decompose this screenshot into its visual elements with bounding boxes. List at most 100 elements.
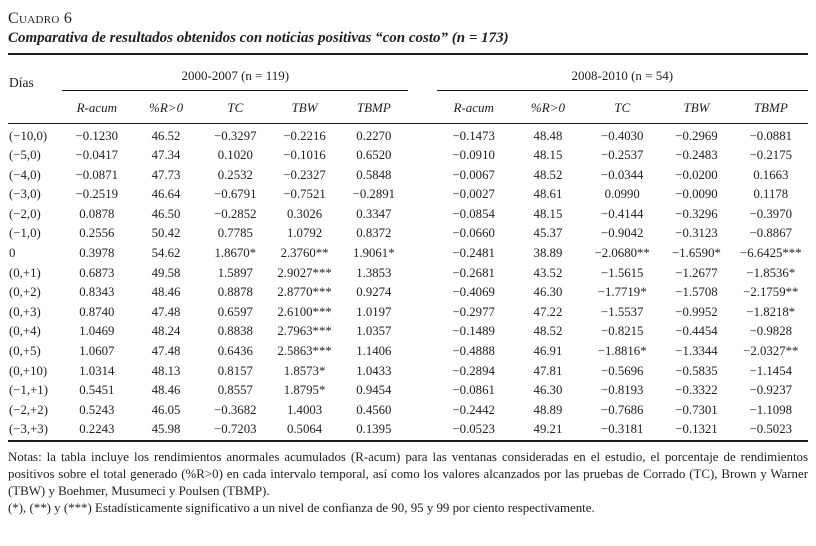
value-cell: −0.7203 — [200, 419, 270, 443]
value-cell: 45.37 — [533, 226, 563, 241]
col-header-racum-1: R-acum — [62, 90, 132, 124]
value-cell: 0.8878 — [217, 285, 253, 300]
col-header-tc-2: TC — [585, 90, 660, 124]
value-cell: 48.89 — [533, 402, 563, 417]
gap-cell — [408, 400, 436, 420]
value-cell: −0.6791 — [214, 187, 257, 202]
value-cell: −1.7719* — [597, 285, 647, 300]
value-cell: 48.15 — [533, 148, 563, 163]
table-title: Comparativa de resultados obtenidos con … — [8, 30, 509, 46]
table-row: (0,+2) 0.8343 48.46 0.8878 2.8770*** 0.9274 −0… — [8, 282, 808, 302]
value-cell: −1.5615 — [601, 265, 644, 280]
col-header-pctr-2: %R>0 — [510, 90, 586, 124]
value-cell: −1.3344 — [675, 344, 718, 359]
value-cell: −1.6590* — [672, 246, 721, 261]
table-row: (0,+3) 0.8740 47.48 0.6597 2.6100*** 1.0197 −0… — [8, 302, 808, 322]
row-label: (−2,+2) — [9, 402, 48, 417]
value-cell: 49.58 — [151, 265, 181, 280]
value-cell: 1.0607 — [79, 344, 115, 359]
value-cell: −0.1489 — [452, 324, 495, 339]
gap-cell — [408, 380, 436, 400]
value-cell: 0.1178 — [753, 187, 789, 202]
value-cell: 47.81 — [533, 363, 563, 378]
value-cell: 0.2556 — [79, 226, 115, 241]
value-cell: 48.48 — [533, 128, 563, 143]
value-cell: −0.1321 — [659, 419, 734, 443]
value-cell: 0.8838 — [217, 324, 253, 339]
value-cell: 2.3760** — [280, 246, 329, 261]
value-cell: 47.22 — [533, 304, 563, 319]
value-cell: 1.0792 — [286, 226, 323, 241]
value-cell: −0.0067 — [452, 167, 495, 182]
value-cell: −0.0200 — [675, 167, 718, 182]
value-cell: 47.34 — [151, 148, 181, 163]
row-label: (0,+1) — [9, 265, 41, 280]
value-cell: 0.6436 — [217, 344, 253, 359]
value-cell: 48.13 — [151, 363, 181, 378]
col-header-tbw-1: TBW — [269, 90, 340, 124]
value-cell: −0.7521 — [283, 187, 326, 202]
value-cell: −1.1454 — [749, 363, 793, 378]
value-cell: −1.1098 — [749, 402, 793, 417]
value-cell: 47.48 — [151, 304, 181, 319]
row-label: (0,+4) — [9, 324, 41, 339]
value-cell: −0.4144 — [601, 206, 644, 221]
value-cell: −0.2175 — [749, 148, 793, 163]
value-cell: 1.0357 — [356, 324, 392, 339]
table-row: (0,+5) 1.0607 47.48 0.6436 2.5863*** 1.1406 −0… — [8, 341, 808, 361]
value-cell: 0.4560 — [356, 402, 392, 417]
value-cell: 0.6873 — [79, 265, 115, 280]
value-cell: −2.0680** — [594, 246, 650, 261]
value-cell: 47.48 — [151, 344, 181, 359]
value-cell: −0.1016 — [283, 148, 326, 163]
notes: Notas: la tabla incluye los rendimientos… — [8, 449, 808, 517]
table-row: (0,+1) 0.6873 49.58 1.5897 2.9027*** 1.3853 −0… — [8, 263, 808, 283]
value-cell: 48.24 — [151, 324, 181, 339]
value-cell: 0.2243 — [62, 419, 132, 443]
group-header-row: Días 2000-2007 (n = 119) 2008-2010 (n = … — [8, 54, 808, 124]
row-label: (0,+2) — [9, 285, 41, 300]
value-cell: −0.0417 — [75, 148, 119, 163]
value-cell: 1.3853 — [356, 265, 392, 280]
value-cell: −0.3970 — [749, 206, 793, 221]
value-cell: 1.5897 — [217, 265, 253, 280]
value-cell: 0.0878 — [79, 206, 115, 221]
value-cell: −0.2537 — [601, 148, 644, 163]
value-cell: −0.3322 — [675, 383, 718, 398]
table-number: Cuadro 6 — [8, 10, 73, 27]
value-cell: 0.9454 — [356, 383, 392, 398]
value-cell: 0.8343 — [79, 285, 115, 300]
value-cell: −0.0660 — [452, 226, 495, 241]
gap-cell — [408, 165, 436, 185]
value-cell: 46.52 — [151, 128, 181, 143]
value-cell: 0.5064 — [269, 419, 340, 443]
group-header-2008-2010: 2008-2010 (n = 54) — [436, 54, 808, 91]
value-cell: 0.6520 — [356, 148, 392, 163]
group-header-2000-2007: 2000-2007 (n = 119) — [62, 54, 409, 91]
gap-cell — [408, 419, 437, 443]
value-cell: 1.8795* — [283, 383, 326, 398]
value-cell: 0.8740 — [79, 304, 115, 319]
table-body: (−10,0) −0.1230 46.52 −0.3297 −0.2216 0.2270 −… — [8, 124, 808, 443]
value-cell: 1.0197 — [356, 304, 392, 319]
value-cell: −0.0523 — [436, 419, 511, 443]
value-cell: 1.0469 — [79, 324, 115, 339]
notes-paragraph: Notas: la tabla incluye los rendimientos… — [8, 450, 808, 499]
value-cell: 2.6100*** — [277, 304, 332, 319]
value-cell: 48.52 — [533, 167, 563, 182]
gap-cell — [408, 361, 436, 381]
table-row: (−5,0) −0.0417 47.34 0.1020 −0.1016 0.6520 −0.… — [8, 145, 808, 165]
value-cell: 0.5243 — [79, 402, 115, 417]
value-cell: 1.9061* — [353, 246, 395, 261]
value-cell: 0.8372 — [356, 226, 392, 241]
gap-cell — [408, 243, 436, 263]
row-label: (−1,+1) — [9, 383, 48, 398]
value-cell: 1.0314 — [79, 363, 115, 378]
value-cell: −0.2442 — [452, 402, 495, 417]
gap-cell — [408, 263, 436, 283]
value-cell: −0.3297 — [214, 128, 257, 143]
value-cell: −0.5696 — [601, 363, 644, 378]
value-cell: 2.7963*** — [277, 324, 332, 339]
value-cell: 46.91 — [533, 344, 563, 359]
row-label: (0,+3) — [9, 304, 41, 319]
